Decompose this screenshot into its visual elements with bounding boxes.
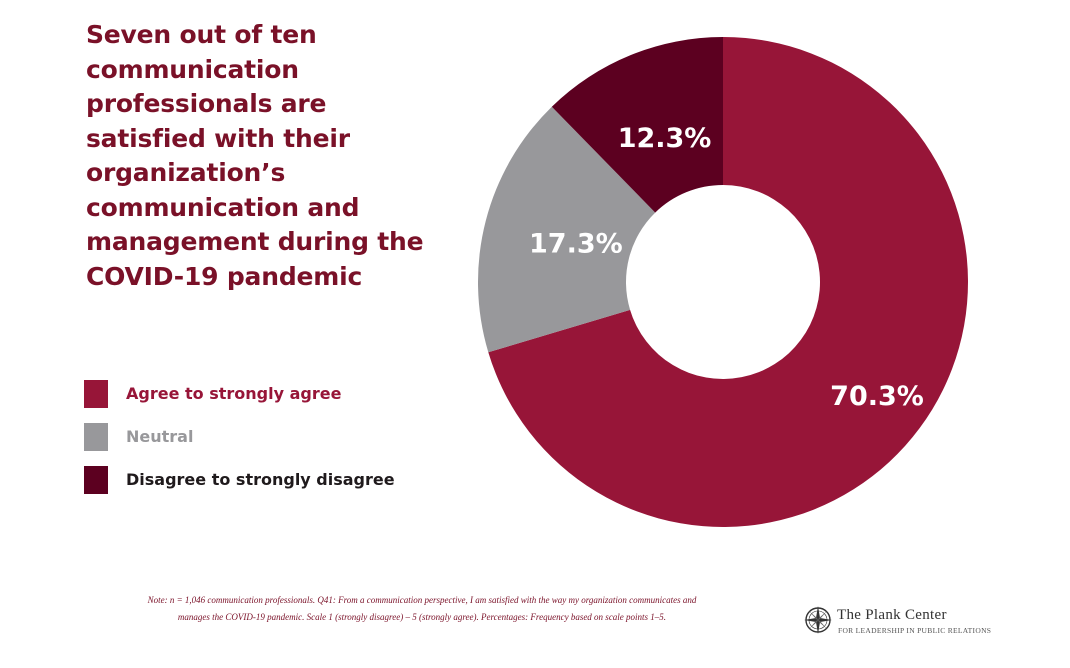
data-label-neutral: 17.3% (529, 228, 623, 259)
legend-label-neutral: Neutral (126, 427, 194, 446)
footnote: Note: n = 1,046 communication profession… (92, 592, 752, 626)
legend-swatch-disagree (84, 466, 108, 494)
donut-slice-neutral (478, 106, 656, 353)
data-label-agree: 70.3% (830, 381, 924, 412)
legend-swatch-agree (84, 380, 108, 408)
donut-slice-disagree (551, 37, 723, 213)
chart-title: Seven out of ten communication professio… (86, 20, 424, 291)
donut-slice-agree (488, 37, 969, 527)
logo-tagline: FOR LEADERSHIP IN PUBLIC RELATIONS (838, 626, 992, 635)
legend-swatch-neutral (84, 423, 108, 451)
logo-name: The Plank Center (837, 607, 947, 623)
compass-rose-icon (804, 606, 832, 634)
footnote-line-2: manages the COVID-19 pandemic. Scale 1 (… (177, 612, 667, 622)
legend-label-agree: Agree to strongly agree (126, 384, 342, 403)
data-label-disagree: 12.3% (618, 123, 712, 154)
donut-chart: 70.3% 17.3% 12.3% (478, 37, 969, 527)
legend-label-disagree: Disagree to strongly disagree (126, 470, 395, 489)
footnote-line-1: Note: n = 1,046 communication profession… (147, 595, 697, 605)
